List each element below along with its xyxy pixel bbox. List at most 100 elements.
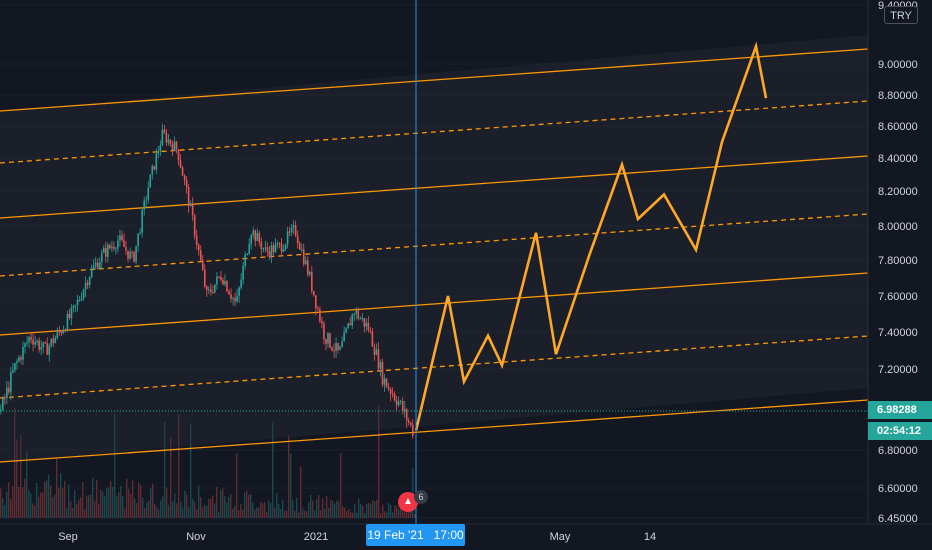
volume-bar: [192, 499, 194, 518]
volume-bar: [4, 504, 6, 518]
candle-body: [264, 247, 267, 249]
volume-bar: [172, 501, 174, 518]
volume-bar: [290, 453, 292, 518]
volume-bar: [116, 495, 118, 518]
candle-body: [151, 165, 154, 175]
candle-body: [143, 200, 145, 210]
volume-bar: [144, 507, 146, 518]
candle-body: [173, 141, 176, 151]
volume-bar: [132, 480, 134, 518]
candle-body: [401, 400, 404, 412]
volume-bar: [268, 500, 270, 518]
candle-body: [4, 397, 6, 399]
parallel-channel[interactable]: [0, 35, 869, 463]
volume-bar: [260, 502, 262, 518]
candle-body: [240, 279, 242, 288]
candlesticks: [0, 123, 414, 439]
candle-body: [315, 295, 317, 309]
volume-bar: [394, 505, 396, 518]
volume-bar: [108, 487, 110, 518]
volume-bar: [120, 485, 122, 518]
volume-bar: [88, 495, 90, 518]
candle-body: [46, 343, 49, 355]
volume-bar: [90, 494, 92, 518]
candle-body: [52, 338, 55, 344]
time-axis[interactable]: Sep Nov 2021 May 14: [58, 531, 656, 543]
candle-body: [153, 165, 156, 170]
candle-body: [343, 332, 345, 342]
volume-bar: [12, 486, 14, 518]
candle-body: [288, 231, 291, 233]
candle-body: [183, 175, 186, 180]
volume-bar: [236, 453, 238, 518]
candle-body: [167, 139, 170, 143]
volume-bar: [332, 500, 334, 518]
candle-body: [0, 409, 2, 411]
candle-body: [20, 357, 22, 360]
projection-path[interactable]: [414, 41, 768, 431]
candle-body: [405, 409, 408, 421]
volume-bar: [294, 510, 296, 518]
candle-body: [32, 339, 34, 345]
volume-bar: [138, 482, 140, 518]
volume-bar: [74, 490, 76, 518]
candle-body: [393, 394, 396, 401]
volume-bar: [170, 437, 172, 518]
volume-bar: [402, 510, 404, 518]
candle-body: [121, 235, 123, 241]
candle-body: [302, 249, 305, 265]
volume-bar: [122, 495, 124, 518]
volume-bar: [322, 498, 324, 518]
candle-body: [395, 400, 398, 405]
candle-body: [206, 286, 208, 291]
volume-bar: [126, 478, 128, 518]
candle-body: [103, 248, 105, 253]
volume-bar: [230, 494, 232, 518]
candle-body: [100, 252, 103, 263]
bar-countdown-label: 02:54:12: [868, 422, 932, 440]
volume-bar: [184, 490, 186, 518]
volume-bar: [78, 499, 80, 518]
candle-body: [345, 328, 347, 333]
volume-bar: [200, 496, 202, 518]
candle-body: [157, 151, 160, 154]
candle-body: [367, 322, 370, 331]
volume-bar: [190, 423, 192, 518]
volume-bar: [400, 507, 402, 518]
volume-bar: [244, 492, 246, 518]
candle-body: [226, 281, 228, 292]
candle-body: [319, 309, 321, 322]
candle-body: [80, 298, 83, 300]
candle-body: [369, 330, 372, 332]
candle-body: [64, 329, 67, 331]
time-tick-label: Sep: [58, 531, 78, 543]
candle-body: [304, 260, 307, 265]
dividend-icon[interactable]: ▲: [398, 492, 418, 512]
candle-body: [135, 245, 137, 262]
candle-body: [244, 254, 246, 266]
candle-body: [208, 289, 210, 291]
candle-body: [203, 269, 206, 287]
price-tick-label: 7.20000: [878, 364, 918, 376]
candle-body: [379, 362, 382, 369]
volume-bar: [264, 502, 266, 518]
volume-bar: [362, 505, 364, 518]
currency-badge[interactable]: TRY: [884, 6, 918, 24]
volume-bar: [304, 510, 306, 518]
candle-body: [131, 251, 133, 253]
candle-body: [341, 341, 343, 347]
volume-bar: [274, 507, 276, 518]
volume-bar: [130, 493, 132, 518]
dividend-count-badge[interactable]: 6: [414, 490, 428, 504]
candle-body: [254, 230, 257, 241]
volume-bar: [86, 495, 88, 518]
candle-body: [54, 337, 57, 344]
volume-bar: [388, 503, 390, 518]
volume-bar: [252, 502, 254, 518]
candle-body: [125, 247, 127, 251]
candle-body: [361, 318, 364, 320]
volume-bar: [20, 435, 22, 518]
volume-bar: [250, 493, 252, 518]
volume-bar: [382, 504, 384, 518]
